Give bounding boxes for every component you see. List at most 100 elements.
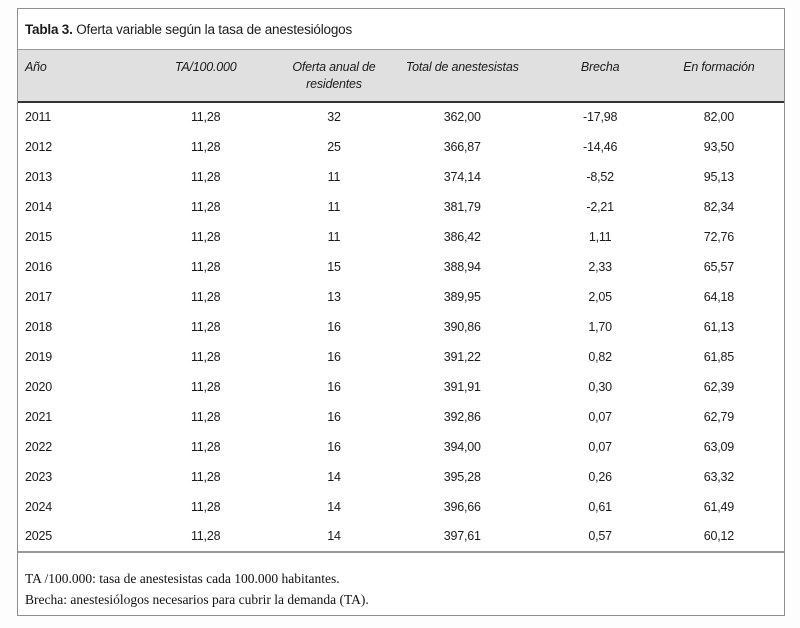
table-body: 2011 11,28 32 362,00 -17,98 82,00 2012 11,28 25 3… xyxy=(18,102,784,553)
cell-en-formacion: 61,49 xyxy=(703,499,735,514)
cell-en-formacion: 95,13 xyxy=(703,169,735,184)
cell-ta: 11,28 xyxy=(190,439,221,454)
cell-brecha: -14,46 xyxy=(583,139,618,154)
cell-ta: 11,28 xyxy=(190,499,221,514)
cell-oferta-residentes: 11 xyxy=(327,199,341,214)
cell-ta: 11,28 xyxy=(121,521,290,553)
cell-oferta-residentes: 16 xyxy=(327,379,341,394)
cell-oferta-residentes: 14 xyxy=(327,469,341,484)
cell-brecha: 0,30 xyxy=(588,379,612,394)
column-header-oferta-residentes: Oferta anual de residentes xyxy=(289,48,378,103)
table-caption: Tabla 3. Oferta variable según la tasa d… xyxy=(18,9,784,49)
table-row: 2024 11,28 14 396,66 0,61 61,49 xyxy=(18,492,784,522)
cell-en-formacion: 72,76 xyxy=(703,229,735,244)
cell-brecha: 0,82 xyxy=(588,349,612,364)
cell-total-anestesistas: 396,66 xyxy=(443,499,481,514)
cell-ta: 11,28 xyxy=(190,259,221,274)
cell-oferta-residentes: 14 xyxy=(327,499,341,514)
table-caption-label: Tabla 3. xyxy=(25,22,77,37)
cell-brecha: -2,21 xyxy=(586,199,614,214)
cell-brecha: 2,33 xyxy=(588,259,612,274)
cell-en-formacion: 62,79 xyxy=(703,409,735,424)
table-row: 2020 11,28 16 391,91 0,30 62,39 xyxy=(18,372,784,402)
cell-en-formacion: 82,00 xyxy=(703,110,735,125)
cell-year: 2023 xyxy=(25,469,53,484)
cell-year: 2011 xyxy=(25,110,52,125)
cell-oferta-residentes: 25 xyxy=(327,139,341,154)
cell-ta: 11,28 xyxy=(190,349,221,364)
cell-en-formacion: 82,34 xyxy=(703,199,735,214)
cell-total-anestesistas: 391,91 xyxy=(443,379,481,394)
cell-ta: 11,28 xyxy=(190,169,221,184)
cell-brecha: -17,98 xyxy=(583,110,618,125)
cell-en-formacion: 64,18 xyxy=(703,289,735,304)
table-row: 2015 11,28 11 386,42 1,11 72,76 xyxy=(18,222,784,252)
table-row: 2018 11,28 16 390,86 1,70 61,13 xyxy=(18,312,784,342)
cell-ta: 11,28 xyxy=(190,319,221,334)
cell-ta: 11,28 xyxy=(190,289,221,304)
cell-year: 2025 xyxy=(18,521,122,553)
cell-oferta-residentes: 11 xyxy=(327,229,341,244)
cell-brecha: 0,61 xyxy=(588,499,612,514)
table-row: 2016 11,28 15 388,94 2,33 65,57 xyxy=(18,252,784,282)
cell-brecha: 0,26 xyxy=(588,469,612,484)
cell-oferta-residentes: 11 xyxy=(327,169,341,184)
cell-en-formacion: 62,39 xyxy=(703,379,735,394)
cell-brecha: 0,07 xyxy=(588,409,612,424)
table-row: 2021 11,28 16 392,86 0,07 62,79 xyxy=(18,402,784,432)
cell-brecha: 2,05 xyxy=(588,289,612,304)
data-table: Año TA/100.000 Oferta anual de residente… xyxy=(18,48,784,553)
cell-total-anestesistas: 381,79 xyxy=(443,199,481,214)
cell-year: 2018 xyxy=(25,319,53,334)
cell-ta: 11,28 xyxy=(190,199,221,214)
cell-total-anestesistas: 366,87 xyxy=(443,139,481,154)
cell-year: 2021 xyxy=(25,409,53,424)
table-row: 2011 11,28 32 362,00 -17,98 82,00 xyxy=(18,102,784,132)
table-row: 2014 11,28 11 381,79 -2,21 82,34 xyxy=(18,192,784,222)
cell-en-formacion: 61,85 xyxy=(703,349,735,364)
cell-total-anestesistas: 392,86 xyxy=(443,409,481,424)
cell-en-formacion: 61,13 xyxy=(703,319,735,334)
column-header-brecha: Brecha xyxy=(546,48,654,103)
cell-en-formacion: 65,57 xyxy=(703,259,735,274)
table-caption-text: Oferta variable según la tasa de anestes… xyxy=(76,22,352,37)
cell-oferta-residentes: 16 xyxy=(327,319,341,334)
cell-year: 2015 xyxy=(25,229,53,244)
cell-en-formacion: 63,32 xyxy=(703,469,735,484)
cell-total-anestesistas: 389,95 xyxy=(443,289,481,304)
table-row: 2019 11,28 16 391,22 0,82 61,85 xyxy=(18,342,784,372)
column-header-total-anestesistas: Total de anestesistas xyxy=(378,48,547,103)
cell-brecha: 1,11 xyxy=(588,229,612,244)
table-row: 2023 11,28 14 395,28 0,26 63,32 xyxy=(18,462,784,492)
table-row: 2017 11,28 13 389,95 2,05 64,18 xyxy=(18,282,784,312)
cell-total-anestesistas: 362,00 xyxy=(443,110,481,125)
table-notes: TA /100.000: tasa de anestesistas cada 1… xyxy=(18,553,784,611)
cell-year: 2012 xyxy=(25,139,53,154)
cell-brecha: -8,52 xyxy=(586,169,614,184)
cell-year: 2016 xyxy=(25,259,53,274)
cell-total-anestesistas: 395,28 xyxy=(443,469,481,484)
column-header-ta: TA/100.000 xyxy=(121,48,290,103)
cell-year: 2024 xyxy=(25,499,53,514)
cell-brecha: 1,70 xyxy=(588,319,612,334)
cell-total-anestesistas: 374,14 xyxy=(443,169,481,184)
cell-total-anestesistas: 388,94 xyxy=(443,259,481,274)
cell-en-formacion: 93,50 xyxy=(703,139,735,154)
cell-year: 2020 xyxy=(25,379,53,394)
cell-brecha: 0,57 xyxy=(546,521,654,553)
cell-total-anestesistas: 397,61 xyxy=(378,521,547,553)
cell-ta: 11,28 xyxy=(190,409,221,424)
table-frame: Tabla 3. Oferta variable según la tasa d… xyxy=(17,8,785,616)
cell-year: 2017 xyxy=(25,289,53,304)
cell-oferta-residentes: 13 xyxy=(327,289,341,304)
cell-oferta-residentes: 16 xyxy=(327,439,341,454)
cell-year: 2019 xyxy=(25,349,53,364)
table-row: 2012 11,28 25 366,87 -14,46 93,50 xyxy=(18,132,784,162)
cell-ta: 11,28 xyxy=(190,229,221,244)
table-row: 2025 11,28 14 397,61 0,57 60,12 xyxy=(18,521,784,553)
table-header-row: Año TA/100.000 Oferta anual de residente… xyxy=(18,48,784,103)
cell-total-anestesistas: 386,42 xyxy=(443,229,481,244)
cell-total-anestesistas: 390,86 xyxy=(443,319,481,334)
column-header-en-formacion: En formación xyxy=(653,48,784,103)
